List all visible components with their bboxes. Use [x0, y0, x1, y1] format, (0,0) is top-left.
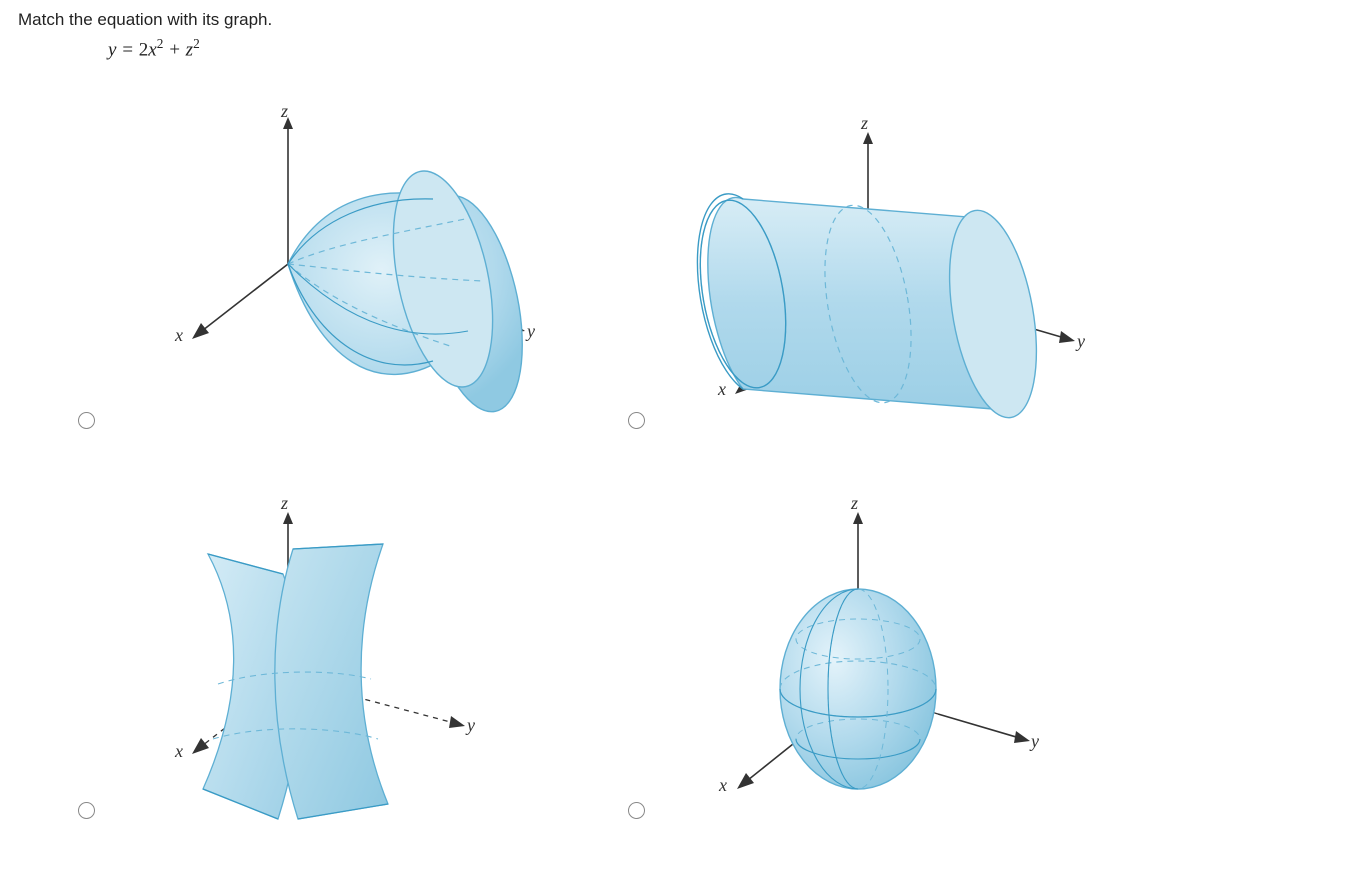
figure-cylinder: z y x	[663, 99, 1103, 459]
radio-paraboloid[interactable]	[78, 412, 95, 429]
y-label: y	[1077, 331, 1085, 352]
x-label: x	[718, 379, 726, 400]
z-label: z	[851, 493, 858, 514]
options-grid: z y x	[78, 69, 1340, 849]
figure-paraboloid: z y x	[113, 99, 553, 459]
option-ellipsoid: z y x	[628, 459, 1178, 849]
option-hyperbolic: z y x	[78, 459, 628, 849]
z-label: z	[281, 493, 288, 514]
radio-cylinder[interactable]	[628, 412, 645, 429]
radio-hyperbolic[interactable]	[78, 802, 95, 819]
figure-ellipsoid: z y x	[663, 489, 1103, 849]
question-text: Match the equation with its graph.	[18, 10, 1340, 30]
z-label: z	[281, 101, 288, 122]
z-label: z	[861, 113, 868, 134]
option-paraboloid: z y x	[78, 69, 628, 459]
x-label: x	[719, 775, 727, 796]
x-label: x	[175, 741, 183, 762]
x-label: x	[175, 325, 183, 346]
equation: y = 2x2 + z2	[108, 36, 1340, 61]
y-label: y	[1031, 731, 1039, 752]
y-label: y	[527, 321, 535, 342]
radio-ellipsoid[interactable]	[628, 802, 645, 819]
figure-hyperbolic: z y x	[113, 489, 553, 849]
option-cylinder: z y x	[628, 69, 1178, 459]
y-label: y	[467, 715, 475, 736]
